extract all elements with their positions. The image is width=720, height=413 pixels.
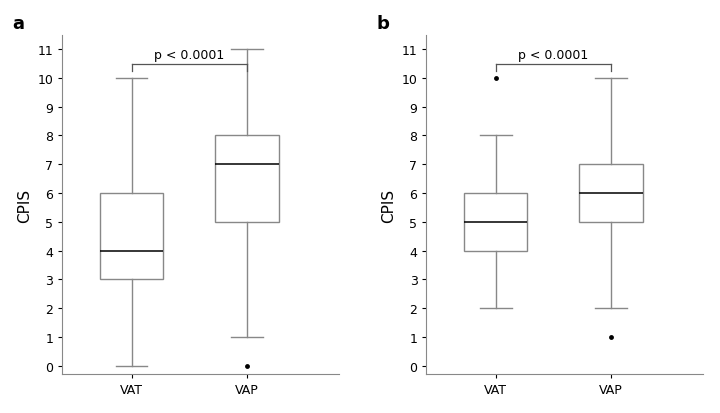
PathPatch shape (464, 194, 528, 251)
Text: b: b (377, 15, 390, 33)
PathPatch shape (580, 165, 643, 222)
Text: a: a (12, 15, 24, 33)
Y-axis label: CPIS: CPIS (17, 188, 32, 222)
PathPatch shape (215, 136, 279, 222)
PathPatch shape (100, 194, 163, 280)
Text: p < 0.0001: p < 0.0001 (154, 49, 225, 62)
Text: p < 0.0001: p < 0.0001 (518, 49, 588, 62)
Y-axis label: CPIS: CPIS (381, 188, 396, 222)
